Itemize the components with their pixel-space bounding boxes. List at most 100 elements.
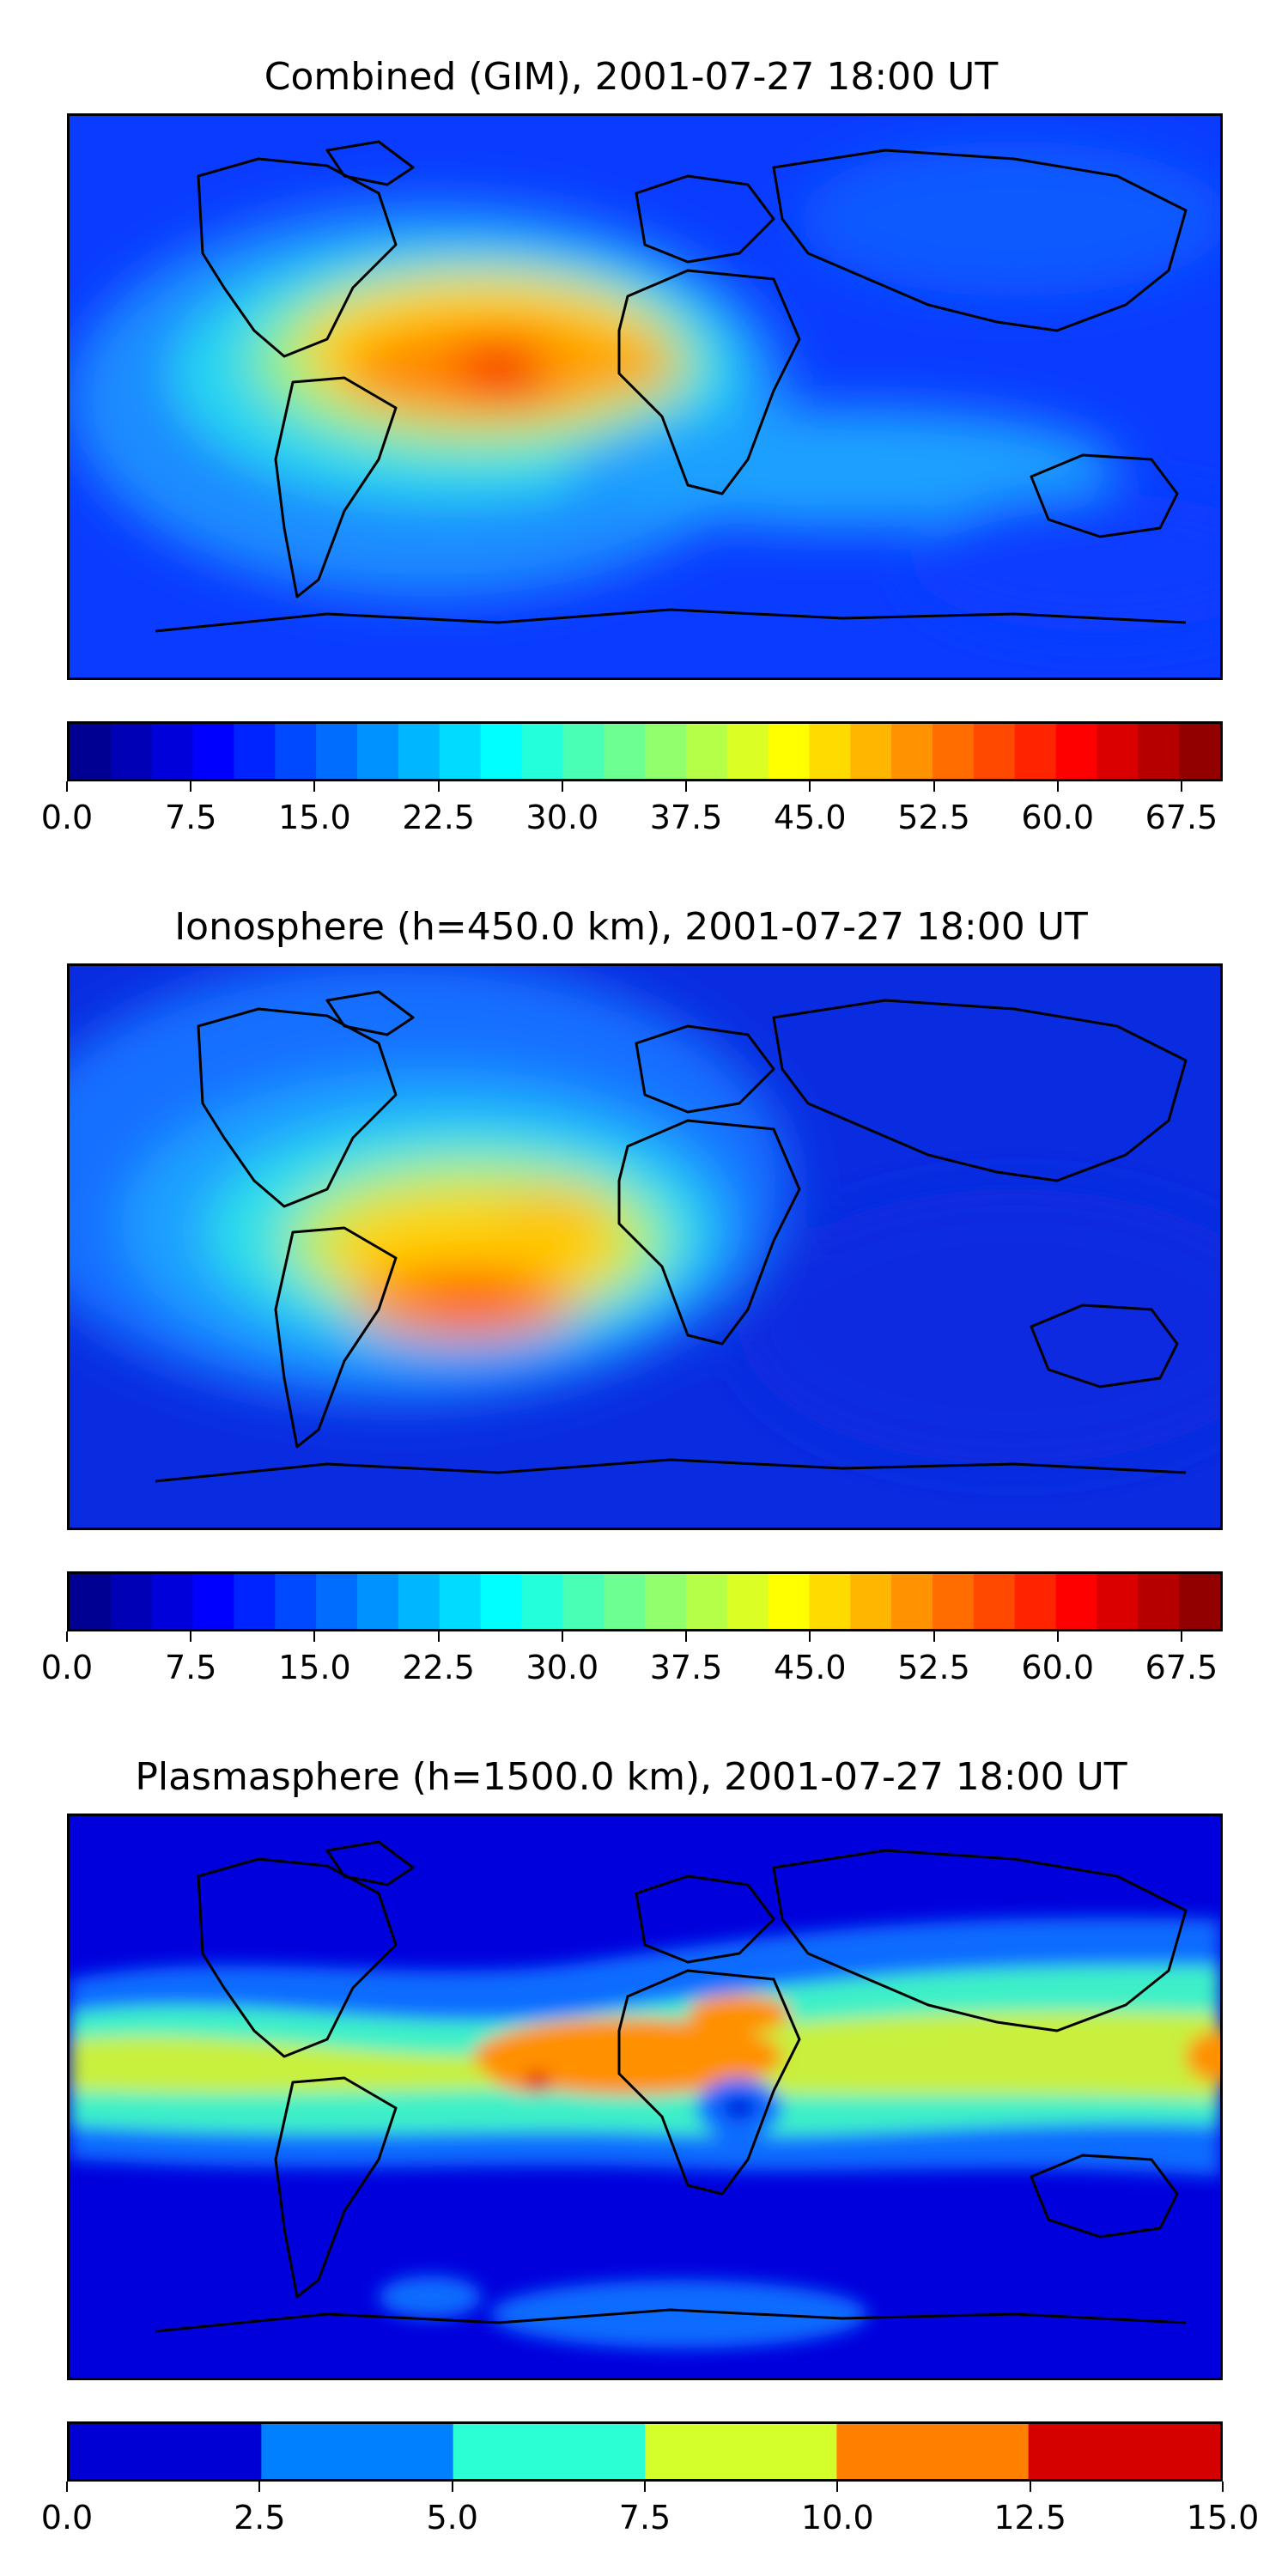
colorbar-tick xyxy=(190,1631,192,1642)
colorbar-segment xyxy=(1179,1574,1220,1629)
tec-field xyxy=(70,142,1220,631)
colorbar-segment xyxy=(1138,724,1180,779)
colorbar-tick xyxy=(1056,781,1059,792)
colorbar-segment xyxy=(604,724,646,779)
colorbar-tick xyxy=(836,2482,839,2492)
colorbar-tick-label: 22.5 xyxy=(402,1649,475,1686)
panel-3-title: Plasmasphere (h=1500.0 km), 2001-07-27 1… xyxy=(135,1755,1127,1799)
colorbar-segment xyxy=(1097,724,1139,779)
colorbar-tick-label: 15.0 xyxy=(1186,2499,1260,2537)
colorbar-segment xyxy=(726,1574,769,1629)
panel-3-colorbar xyxy=(67,2421,1223,2482)
colorbar-tick xyxy=(561,781,563,792)
colorbar-tick-label: 67.5 xyxy=(1145,799,1218,836)
colorbar-tick xyxy=(1222,2482,1224,2492)
colorbar-tick-label: 15.0 xyxy=(278,799,351,836)
colorbar-segment xyxy=(398,1574,440,1629)
panel-3-colorbar-ticks: 0.0 2.5 5.0 7.5 10.0 12.5 15.0 xyxy=(41,2482,1259,2537)
colorbar-tick xyxy=(1180,781,1182,792)
colorbar-tick xyxy=(933,781,935,792)
colorbar-tick-label: 5.0 xyxy=(426,2499,478,2537)
colorbar-tick xyxy=(66,781,68,792)
colorbar-tick-label: 60.0 xyxy=(1021,799,1095,836)
colorbar-tick-label: 7.5 xyxy=(164,799,217,836)
colorbar-tick-label: 60.0 xyxy=(1021,1649,1095,1686)
colorbar-segment xyxy=(316,724,358,779)
colorbar-segment xyxy=(645,2424,837,2479)
colorbar-segment xyxy=(645,1574,687,1629)
colorbar-segment xyxy=(604,1574,646,1629)
colorbar-segment xyxy=(933,724,975,779)
colorbar-segment xyxy=(685,1574,728,1629)
colorbar-segment xyxy=(275,724,317,779)
colorbar-tick xyxy=(437,1631,440,1642)
colorbar-tick xyxy=(66,2482,68,2492)
colorbar-segment xyxy=(234,1574,276,1629)
colorbar-segment xyxy=(809,1574,851,1629)
colorbar-tick xyxy=(258,2482,261,2492)
colorbar-tick xyxy=(561,1631,563,1642)
colorbar-tick-label: 10.0 xyxy=(801,2499,874,2537)
colorbar-segment xyxy=(933,1574,975,1629)
colorbar-segment xyxy=(110,724,153,779)
colorbar-segment xyxy=(151,724,194,779)
colorbar-segment xyxy=(192,724,235,779)
colorbar-segment xyxy=(562,724,605,779)
colorbar-tick xyxy=(809,781,811,792)
colorbar-tick xyxy=(190,781,192,792)
colorbar-tick xyxy=(313,781,316,792)
colorbar-segment xyxy=(1014,1574,1057,1629)
panel-1-colorbar xyxy=(67,721,1223,781)
colorbar-tick xyxy=(1029,2482,1031,2492)
colorbar-tick xyxy=(685,781,688,792)
colorbar-tick xyxy=(1056,1631,1059,1642)
colorbar-segment xyxy=(891,1574,933,1629)
colorbar-tick-label: 22.5 xyxy=(402,799,475,836)
panel-1-colorbar-ticks: 0.0 7.5 15.0 22.5 30.0 37.5 45.0 52.5 60.0 67.5 xyxy=(41,781,1223,836)
colorbar-segment xyxy=(70,2424,262,2479)
colorbar-tick xyxy=(644,2482,646,2492)
colorbar-segment xyxy=(726,724,769,779)
colorbar-tick-label: 7.5 xyxy=(618,2499,671,2537)
colorbar-segment xyxy=(836,2424,1030,2479)
colorbar-segment xyxy=(480,724,523,779)
colorbar-segment xyxy=(1014,724,1057,779)
colorbar-tick-label: 52.5 xyxy=(897,799,970,836)
colorbar-segment xyxy=(398,724,440,779)
colorbar-segment xyxy=(192,1574,235,1629)
colorbar-segment xyxy=(357,724,399,779)
colorbar-tick-label: 45.0 xyxy=(773,1649,847,1686)
coastlines xyxy=(155,990,1188,1483)
colorbar-tick-label: 0.0 xyxy=(40,799,94,836)
colorbar-tick xyxy=(933,1631,935,1642)
colorbar-segment xyxy=(1179,724,1220,779)
colorbar-segment xyxy=(1097,1574,1139,1629)
colorbar-segment xyxy=(70,1574,112,1629)
colorbar-tick xyxy=(1180,1631,1182,1642)
panel-2-colorbar xyxy=(67,1571,1223,1631)
colorbar-segment xyxy=(1055,724,1098,779)
colorbar-segment xyxy=(521,724,563,779)
colorbar-tick xyxy=(66,1631,68,1642)
panel-2-colorbar-ticks: 0.0 7.5 15.0 22.5 30.0 37.5 45.0 52.5 60.0 67.5 xyxy=(41,1631,1223,1686)
colorbar-tick-label: 12.5 xyxy=(993,2499,1066,2537)
colorbar-segment xyxy=(809,724,851,779)
panel-1-map xyxy=(67,113,1223,680)
colorbar-segment xyxy=(480,1574,523,1629)
panel-2-title: Ionosphere (h=450.0 km), 2001-07-27 18:0… xyxy=(174,905,1088,949)
panel-3-map xyxy=(67,1814,1223,2380)
colorbar-segment xyxy=(562,1574,605,1629)
colorbar-tick xyxy=(313,1631,316,1642)
colorbar-tick-label: 15.0 xyxy=(278,1649,351,1686)
colorbar-segment xyxy=(439,724,482,779)
panel-1-title: Combined (GIM), 2001-07-27 18:00 UT xyxy=(264,55,999,99)
tec-field xyxy=(70,966,1220,1464)
colorbar-tick xyxy=(685,1631,688,1642)
colorbar-segment xyxy=(151,1574,194,1629)
colorbar-tick-label: 30.0 xyxy=(526,1649,599,1686)
colorbar-tick-label: 7.5 xyxy=(164,1649,217,1686)
colorbar-segment xyxy=(234,724,276,779)
colorbar-tick xyxy=(437,781,440,792)
colorbar-segment xyxy=(261,2424,454,2479)
colorbar-segment xyxy=(973,724,1016,779)
